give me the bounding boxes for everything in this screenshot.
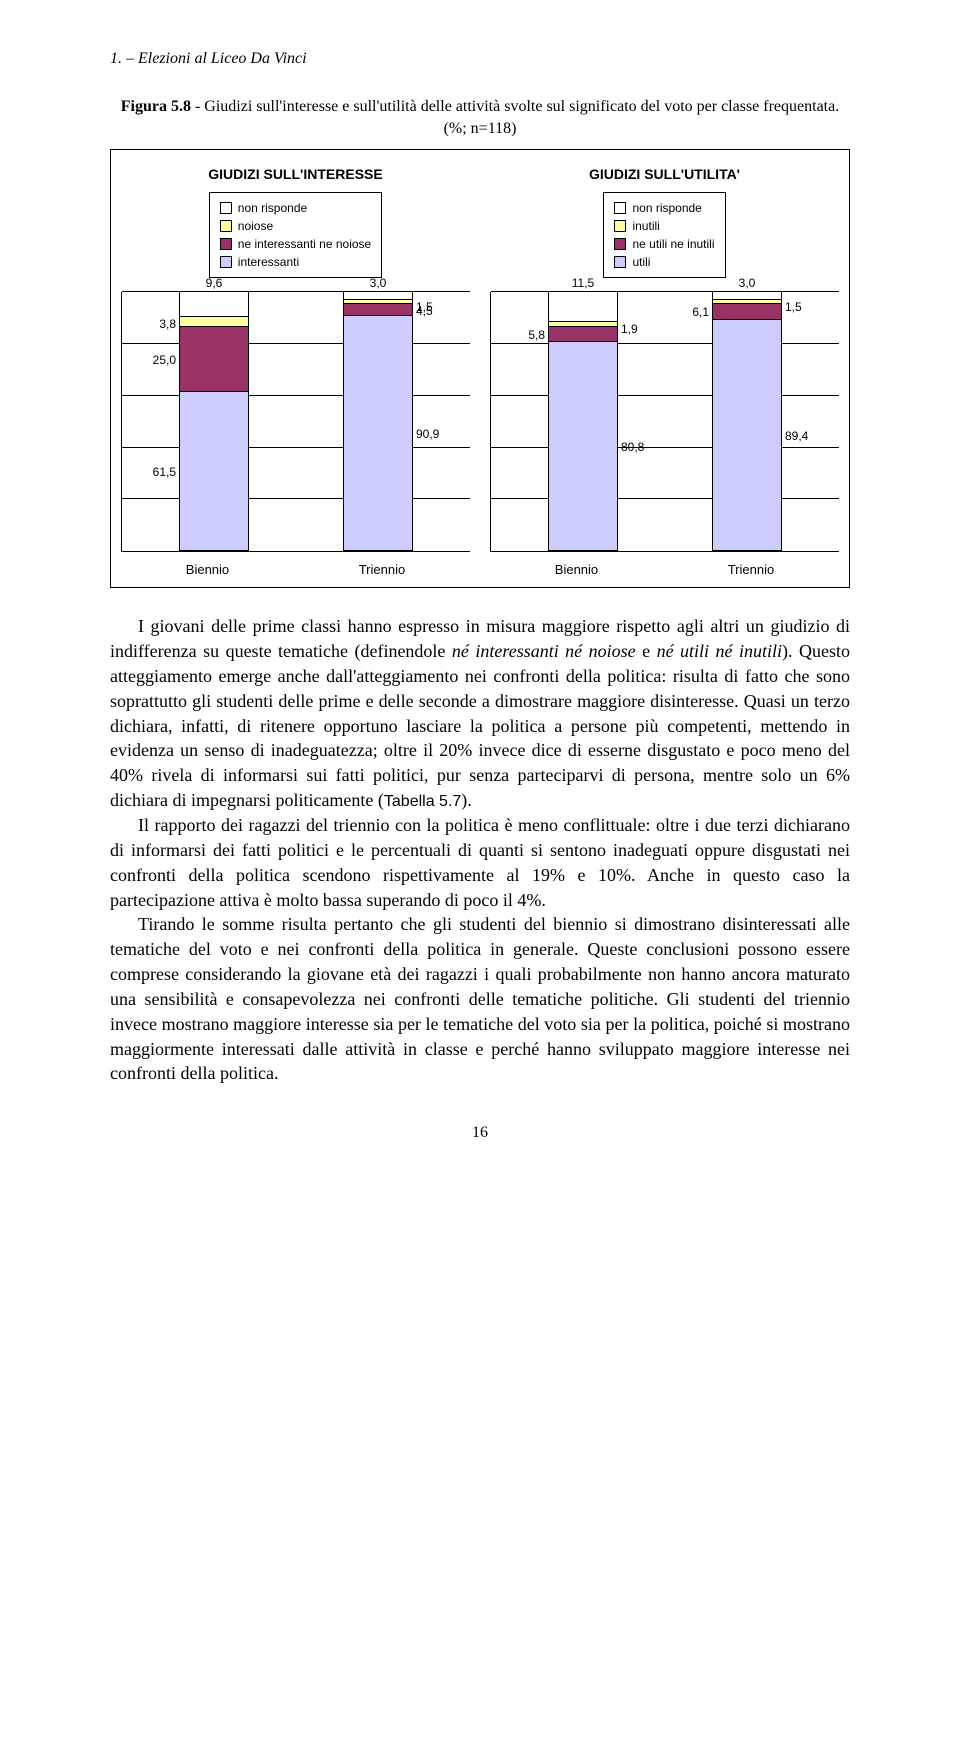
legend-item: interessanti [220,253,371,271]
legend-label: non risponde [238,199,307,217]
chart-right-plot: 11,51,95,880,83,01,56,189,4BiennioTrienn… [490,292,839,577]
figure-caption-text: - Giudizi sull'interesse e sull'utilità … [191,98,839,137]
bar: 3,01,56,189,4 [712,291,782,551]
page-number: 16 [110,1124,850,1142]
value-label: 25,0 [153,353,176,367]
legend-swatch [220,220,232,232]
x-axis-label: Triennio [728,562,774,577]
chart-right: GIUDIZI SULL'UTILITA' non rispondeinutil… [490,166,839,577]
bar-segment: 4,5 [343,303,413,315]
chart-left-legend: non rispondenoiosene interessanti ne noi… [209,192,382,278]
bar-segment: 90,9 [343,315,413,551]
chart-right-legend: non rispondeinutiline utili ne inutiliut… [603,192,725,278]
body-text: I giovani delle prime classi hanno espre… [110,614,850,1086]
legend-item: ne interessanti ne noiose [220,235,371,253]
bar: 3,01,54,590,9 [343,291,413,551]
legend-swatch [614,238,626,250]
legend-swatch [220,256,232,268]
bar-segment: 6,1 [712,303,782,319]
bar-segment: 3,0 [712,291,782,299]
legend-swatch [220,202,232,214]
value-label: 11,5 [572,276,594,290]
bar-segment: 11,5 [548,291,618,321]
value-label: 3,0 [370,276,387,290]
legend-label: interessanti [238,253,299,271]
legend-label: non risponde [632,199,701,217]
bar-segment: 89,4 [712,319,782,551]
value-label: 61,5 [153,465,176,479]
value-label: 9,6 [206,276,223,290]
legend-item: ne utili ne inutili [614,235,714,253]
bar: 9,63,825,061,5 [179,291,249,551]
chart-left-plot: 9,63,825,061,53,01,54,590,9BiennioTrienn… [121,292,470,577]
chart-left: GIUDIZI SULL'INTERESSE non rispondenoios… [121,166,470,577]
bar-segment: 80,8 [548,341,618,551]
value-label: 89,4 [785,429,808,443]
legend-swatch [614,202,626,214]
bar-segment: 3,8 [179,316,249,326]
legend-item: utili [614,253,714,271]
legend-item: noiose [220,217,371,235]
legend-swatch [220,238,232,250]
x-axis-label: Biennio [186,562,229,577]
bar-segment: 3,0 [343,291,413,299]
legend-label: inutili [632,217,659,235]
x-axis-label: Triennio [359,562,405,577]
chart-container: GIUDIZI SULL'INTERESSE non rispondenoios… [110,149,850,588]
legend-label: noiose [238,217,273,235]
legend-item: non risponde [614,199,714,217]
legend-swatch [614,220,626,232]
x-axis-label: Biennio [555,562,598,577]
running-header: 1. – Elezioni al Liceo Da Vinci [110,50,850,68]
value-label: 6,1 [692,305,709,319]
legend-label: utili [632,253,650,271]
body-paragraph: I giovani delle prime classi hanno espre… [110,614,850,813]
legend-label: ne utili ne inutili [632,235,714,253]
body-paragraph: Il rapporto dei ragazzi del triennio con… [110,813,850,912]
value-label: 1,5 [785,300,802,314]
figure-number: Figura 5.8 [121,98,191,115]
value-label: 3,8 [159,317,176,331]
legend-item: inutili [614,217,714,235]
bar: 11,51,95,880,8 [548,291,618,551]
value-label: 4,5 [416,304,433,318]
bar-segment: 25,0 [179,326,249,391]
value-label: 1,9 [621,322,638,336]
value-label: 90,9 [416,427,439,441]
value-label: 5,8 [528,328,545,342]
bar-segment: 9,6 [179,291,249,316]
chart-left-title: GIUDIZI SULL'INTERESSE [208,166,382,182]
bar-segment: 5,8 [548,326,618,341]
body-paragraph: Tirando le somme risulta pertanto che gl… [110,912,850,1086]
bar-segment: 61,5 [179,391,249,551]
value-label: 3,0 [739,276,756,290]
legend-swatch [614,256,626,268]
value-label: 80,8 [621,440,644,454]
figure-caption: Figura 5.8 - Giudizi sull'interesse e su… [110,96,850,139]
chart-right-title: GIUDIZI SULL'UTILITA' [589,166,740,182]
legend-label: ne interessanti ne noiose [238,235,371,253]
legend-item: non risponde [220,199,371,217]
